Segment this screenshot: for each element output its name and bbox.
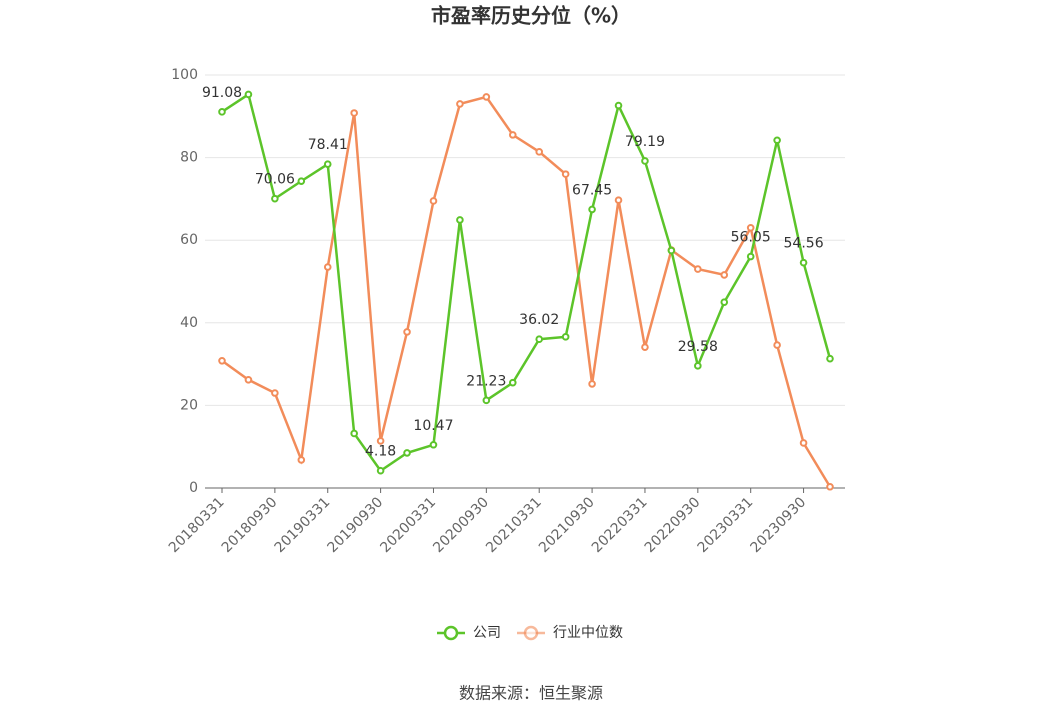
data-point (297, 177, 306, 185)
value-label: 4.18 (365, 444, 396, 460)
legend-label: 行业中位数 (553, 625, 623, 641)
data-point (641, 157, 649, 165)
data-point (323, 160, 332, 168)
y-tick-label: 0 (189, 480, 198, 496)
data-point (376, 466, 385, 475)
y-tick-label: 20 (180, 397, 198, 413)
data-point (456, 216, 464, 224)
y-tick-label: 40 (180, 315, 198, 331)
data-point (403, 328, 411, 336)
data-point (535, 148, 544, 156)
data-point (694, 265, 702, 273)
data-point (720, 298, 729, 306)
value-label: 29.58 (678, 339, 718, 355)
data-point (482, 396, 491, 405)
data-point (588, 380, 596, 388)
legend-label: 公司 (473, 625, 501, 641)
data-point (297, 456, 306, 464)
data-point (535, 335, 544, 344)
value-label: 79.19 (625, 134, 665, 150)
data-point (482, 93, 491, 101)
x-tick-label: 20230331 (695, 494, 757, 556)
y-tick-label: 80 (180, 150, 198, 166)
data-point (826, 482, 834, 491)
legend-marker (523, 625, 539, 641)
data-point (244, 90, 253, 99)
value-label: 78.41 (308, 137, 348, 153)
data-point (746, 252, 755, 261)
data-point (614, 196, 623, 204)
data-point (271, 389, 279, 397)
x-tick-label: 20210930 (536, 494, 598, 556)
data-point (641, 343, 649, 351)
x-tick-label: 20200930 (430, 494, 492, 556)
data-point (561, 333, 570, 341)
data-point (218, 356, 226, 365)
data-point (218, 108, 226, 116)
value-label: 54.56 (784, 236, 824, 252)
value-label: 21.23 (466, 373, 506, 389)
data-point (429, 440, 438, 449)
data-point (429, 197, 438, 205)
data-point (561, 170, 570, 178)
data-point (799, 258, 808, 267)
value-label: 56.05 (731, 230, 771, 246)
x-tick-label: 20200331 (377, 494, 439, 556)
data-point (746, 224, 755, 232)
data-point (773, 136, 781, 145)
data-point (588, 205, 596, 214)
data-point (376, 437, 385, 445)
data-point (720, 271, 729, 279)
value-label: 70.06 (255, 172, 295, 188)
y-tick-label: 60 (180, 232, 198, 248)
series-line (221, 95, 832, 488)
value-label: 10.47 (413, 418, 453, 434)
value-label: 91.08 (202, 85, 242, 101)
data-point (667, 246, 676, 255)
data-point (323, 263, 332, 271)
chart-title: 市盈率历史分位（%） (431, 4, 631, 28)
legend-marker (443, 625, 459, 641)
data-point (244, 375, 253, 384)
data-point (508, 131, 517, 139)
x-tick-label: 20180331 (166, 494, 228, 556)
data-point (614, 101, 623, 110)
data-point (773, 341, 781, 349)
x-tick-label: 20220331 (589, 494, 651, 556)
data-point (456, 100, 464, 108)
value-label: 67.45 (572, 182, 612, 198)
value-label: 36.02 (519, 312, 559, 328)
data-point (403, 449, 411, 457)
data-point (350, 429, 358, 438)
x-tick-label: 20190930 (325, 494, 387, 556)
data-point (350, 109, 358, 117)
data-point (694, 362, 702, 370)
source: 数据来源：恒生聚源 (459, 684, 603, 703)
series-line (221, 92, 832, 473)
data-point (826, 354, 834, 363)
x-tick-label: 20230930 (748, 494, 810, 556)
data-point (508, 378, 517, 387)
x-tick-label: 20190331 (272, 494, 334, 556)
x-tick-label: 20180930 (219, 494, 281, 556)
data-point (271, 194, 279, 203)
y-tick-label: 100 (171, 67, 198, 83)
x-tick-label: 20220930 (642, 494, 704, 556)
data-point (799, 439, 808, 447)
x-tick-label: 20210331 (483, 494, 545, 556)
